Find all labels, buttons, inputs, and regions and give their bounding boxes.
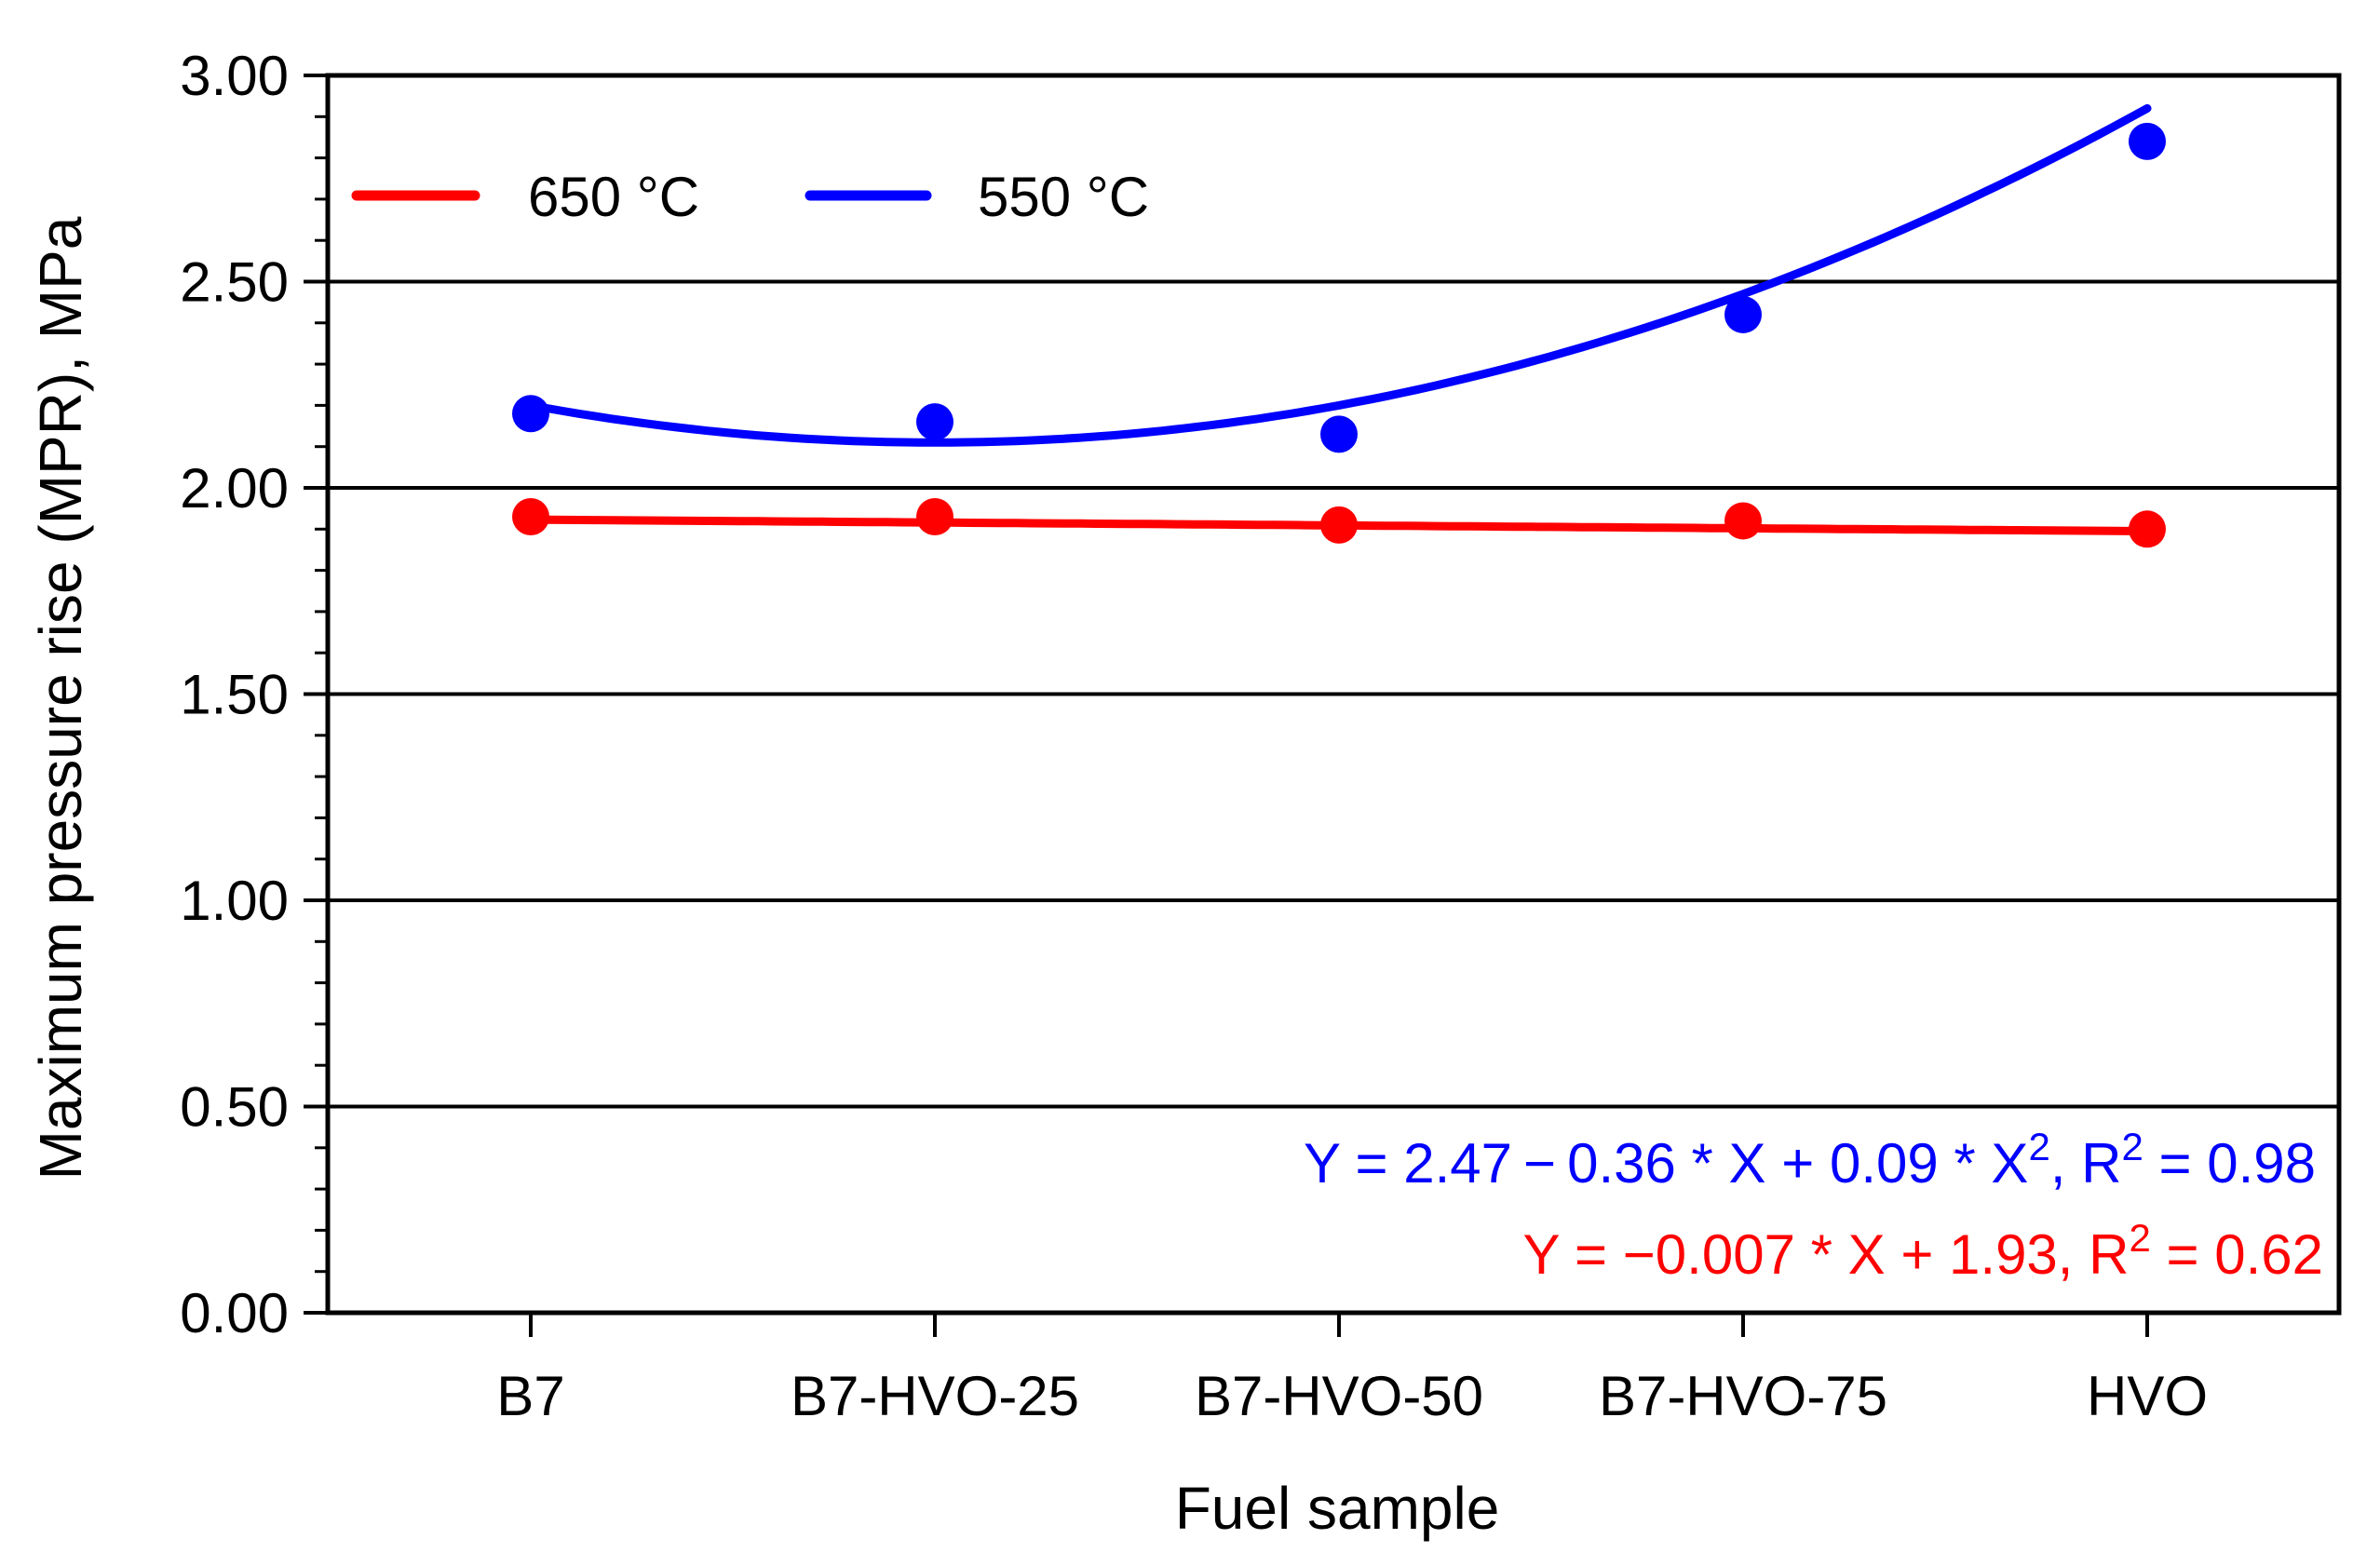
eq-550-sup1: 2: [2028, 1125, 2049, 1168]
series-650: [512, 498, 2166, 548]
x-axis: B7 B7-HVO-25 B7-HVO-50 B7-HVO-75 HVO: [496, 1313, 2208, 1427]
grid-lines: [328, 279, 2339, 1109]
x-tick-label: HVO: [2087, 1365, 2208, 1427]
data-point-550: [916, 403, 953, 441]
eq-550-mid: , R: [2050, 1132, 2122, 1195]
fit-equation-550: Y = 2.47 − 0.36 * X + 0.09 * X2, R2 = 0.…: [1304, 1125, 2316, 1195]
data-point-650: [1724, 502, 1762, 540]
x-tick-label: B7-HVO-25: [791, 1365, 1079, 1427]
data-point-550: [512, 395, 549, 433]
y-tick-label: 0.00: [180, 1282, 289, 1344]
eq-650-prefix: Y = −0.007 * X + 1.93, R: [1522, 1223, 2129, 1286]
plot-frame: [325, 73, 2342, 1316]
series-550: [512, 103, 2166, 453]
x-axis-title: Fuel sample: [1175, 1475, 1500, 1542]
legend-label-650: 650 °C: [528, 166, 699, 228]
x-tick-label: B7: [496, 1365, 564, 1427]
eq-650-tail: = 0.62: [2151, 1223, 2323, 1286]
data-point-550: [2129, 122, 2166, 160]
y-tick-label: 0.50: [180, 1076, 289, 1139]
eq-650-sup1: 2: [2129, 1216, 2150, 1260]
y-tick-label: 1.00: [180, 870, 289, 932]
legend: 650 °C 550 °C: [351, 166, 1149, 228]
data-point-650: [2129, 510, 2166, 548]
data-point-650: [1320, 506, 1358, 544]
y-tick-label: 1.50: [180, 664, 289, 726]
eq-550-sup2: 2: [2121, 1125, 2143, 1168]
y-axis-title: Maximum pressure rise (MPR), MPa: [27, 216, 94, 1180]
eq-550-tail: = 0.98: [2143, 1132, 2316, 1195]
data-point-550: [1724, 295, 1762, 333]
x-tick-label: B7-HVO-50: [1195, 1365, 1483, 1427]
y-axis: 0.00 0.50 1.00 1.50 2.00 2.50 3.00: [180, 45, 328, 1344]
eq-550-prefix: Y = 2.47 − 0.36 * X + 0.09 * X: [1304, 1132, 2029, 1195]
data-point-550: [1320, 415, 1358, 453]
x-tick-label: B7-HVO-75: [1599, 1365, 1887, 1427]
fit-equation-650: Y = −0.007 * X + 1.93, R2 = 0.62: [1522, 1216, 2323, 1286]
legend-label-550: 550 °C: [978, 166, 1149, 228]
data-point-650: [512, 498, 549, 536]
y-tick-label: 2.00: [180, 457, 289, 520]
series-layer: [512, 103, 2166, 548]
y-tick-label: 3.00: [180, 45, 289, 107]
data-point-650: [916, 498, 953, 536]
fit-line-550: [526, 103, 2152, 447]
y-tick-label: 2.50: [180, 251, 289, 314]
